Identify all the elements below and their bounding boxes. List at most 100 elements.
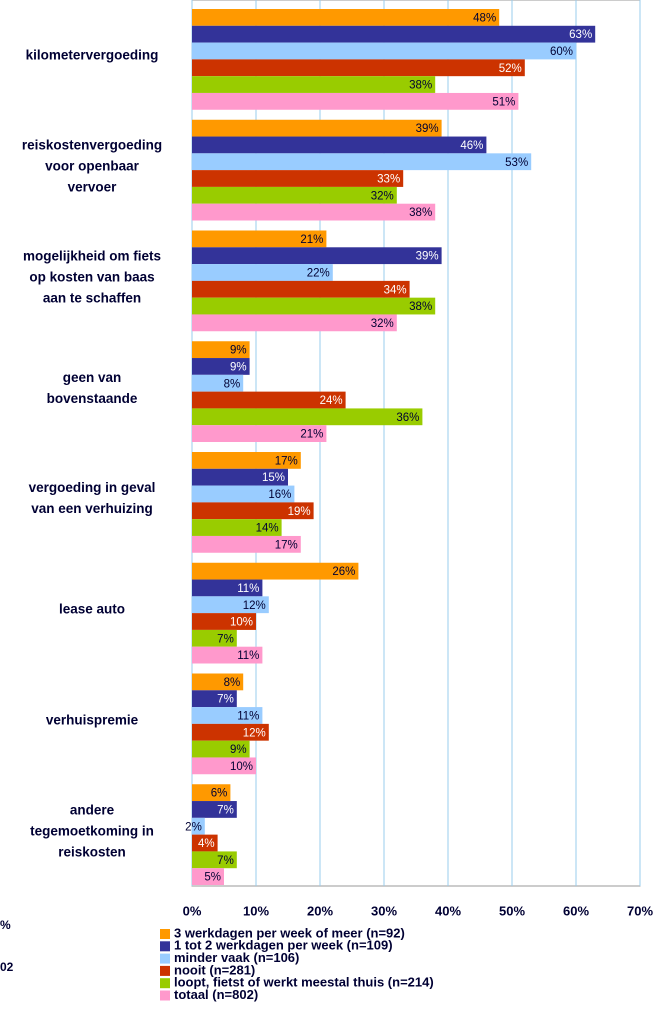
data-label: 4% <box>198 838 215 850</box>
data-label: 46% <box>460 140 483 152</box>
bar <box>192 817 205 835</box>
data-label: 32% <box>371 190 394 202</box>
data-label: 38% <box>409 301 432 313</box>
category-label: vergoeding in geval van een verhuizing <box>28 480 156 517</box>
data-label: 53% <box>505 157 528 169</box>
legend-label: loopt, fietst of werkt meestal thuis (n=… <box>174 975 434 990</box>
data-label: 34% <box>384 284 407 296</box>
bar <box>192 851 237 869</box>
data-label: 8% <box>224 677 241 689</box>
bar <box>192 247 442 265</box>
data-label: 16% <box>268 489 291 501</box>
data-label: 38% <box>409 80 432 92</box>
x-tick-label: 30% <box>371 903 397 918</box>
data-label: 48% <box>473 12 496 24</box>
bar <box>192 203 436 221</box>
bar <box>192 673 244 691</box>
data-label: 17% <box>275 539 298 551</box>
bar <box>192 707 263 724</box>
bar <box>192 374 244 392</box>
data-label: 21% <box>300 234 323 246</box>
bar <box>192 230 327 248</box>
bar <box>192 408 423 426</box>
bar <box>192 502 314 520</box>
data-label: 24% <box>320 395 343 407</box>
bar <box>192 868 224 885</box>
data-label: 21% <box>300 429 323 441</box>
legend-swatch <box>160 953 170 964</box>
data-label: 9% <box>230 744 247 756</box>
bar <box>192 485 295 503</box>
bar <box>192 425 327 442</box>
category-label: lease auto <box>58 601 126 617</box>
bar <box>192 9 500 26</box>
category-label: mogelijkheid om fiets op kosten van baas… <box>22 248 162 306</box>
data-label: 5% <box>204 872 221 884</box>
legend-swatch <box>160 965 170 976</box>
data-label: 12% <box>243 600 266 612</box>
legend-label: totaal (n=802) <box>174 987 258 1002</box>
data-label: 60% <box>550 46 573 58</box>
data-label: 26% <box>332 566 355 578</box>
data-label: 14% <box>256 523 279 535</box>
bar <box>192 740 250 758</box>
data-label: 15% <box>262 472 285 484</box>
data-label: 19% <box>288 506 311 518</box>
bar <box>192 535 301 553</box>
data-label: 7% <box>217 855 234 867</box>
bar <box>192 391 346 409</box>
legend-label: 1 tot 2 werkdagen per week (n=109) <box>174 938 393 953</box>
data-label: 32% <box>371 318 394 330</box>
data-label: 12% <box>243 727 266 739</box>
bar <box>192 784 231 802</box>
category-label: reiskostenvergoeding voor openbaar vervo… <box>21 137 163 195</box>
data-label: 11% <box>237 650 259 662</box>
x-tick-label: 10% <box>243 903 269 918</box>
data-label: 63% <box>569 29 592 41</box>
category-label: kilometervergoeding <box>25 47 159 63</box>
x-tick-label: 70% <box>627 903 653 918</box>
bar <box>192 468 288 486</box>
data-label: 2% <box>185 821 202 833</box>
bar <box>192 280 410 298</box>
x-tick-label: 40% <box>435 903 461 918</box>
data-label: 6% <box>211 788 228 800</box>
data-label: 11% <box>237 711 259 723</box>
data-label: 11% <box>237 583 259 595</box>
bar <box>192 76 436 93</box>
bar <box>192 519 282 536</box>
bar <box>192 264 333 281</box>
bar <box>192 579 263 597</box>
legend-swatch <box>160 978 170 989</box>
category-label: andere tegemoetkoming in reiskosten <box>30 802 154 860</box>
bar <box>192 314 397 332</box>
category-label: verhuispremie <box>45 712 139 728</box>
category-label: geen van bovenstaande <box>46 369 138 406</box>
x-tick-label: 20% <box>307 903 333 918</box>
bar <box>192 341 250 359</box>
data-label: 8% <box>224 378 241 390</box>
bar <box>192 723 269 741</box>
bar <box>192 562 359 580</box>
bar <box>192 92 519 110</box>
legend-swatch <box>160 941 170 952</box>
legend-label: nooit (n=281) <box>174 962 255 977</box>
data-label: 52% <box>499 63 522 75</box>
data-label: 9% <box>230 345 247 357</box>
data-label: 38% <box>409 207 432 219</box>
data-label: 36% <box>396 412 419 424</box>
bar <box>192 801 237 818</box>
bar <box>192 757 256 775</box>
bar <box>192 596 269 614</box>
data-label: 33% <box>377 174 400 186</box>
bar <box>192 59 525 77</box>
bar <box>192 646 263 664</box>
bar <box>192 629 237 647</box>
data-label: 7% <box>217 633 234 645</box>
data-label: 7% <box>217 694 234 706</box>
legend-label: minder vaak (n=106) <box>174 950 299 965</box>
bar <box>192 613 256 630</box>
bar <box>192 358 250 375</box>
bar <box>192 690 237 708</box>
